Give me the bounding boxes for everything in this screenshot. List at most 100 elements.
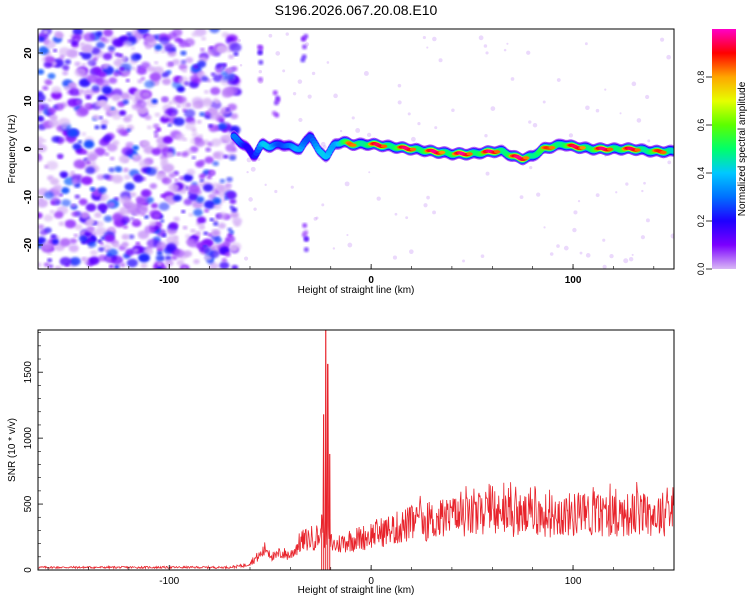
spectrogram-x-ticks: -100 0 100 <box>47 264 655 286</box>
noise-blob <box>300 57 306 63</box>
noise-blob <box>152 123 160 129</box>
colorbar-tick-label: 0.4 <box>696 167 706 180</box>
ridge-segment <box>579 146 586 150</box>
noise-blob <box>229 205 234 209</box>
noise-blob <box>101 63 109 70</box>
noise-blob <box>532 122 538 128</box>
spectrogram-y-tick-label: -20 <box>23 237 34 252</box>
noise-blob <box>257 50 263 56</box>
noise-blob <box>394 212 398 216</box>
noise-blob <box>577 200 581 203</box>
noise-blob <box>451 108 455 112</box>
ridge-segment <box>548 146 556 150</box>
noise-blob <box>85 203 97 212</box>
noise-blob <box>81 132 87 136</box>
noise-blob <box>90 249 98 256</box>
noise-blob <box>326 61 330 64</box>
noise-blob <box>71 40 78 46</box>
noise-blob <box>166 151 174 158</box>
noise-blob <box>58 221 65 227</box>
noise-blob <box>225 182 232 188</box>
noise-blob <box>645 218 650 223</box>
noise-blob <box>131 66 137 71</box>
noise-blob <box>133 174 144 183</box>
noise-blob <box>144 34 155 43</box>
noise-blob <box>75 107 89 117</box>
noise-blob <box>111 174 124 184</box>
noise-blob <box>615 191 618 194</box>
colorbar-label: Normalized spectral amplitude <box>737 81 748 216</box>
noise-blob <box>167 32 177 40</box>
noise-blob <box>595 108 600 113</box>
noise-blob <box>438 58 443 63</box>
noise-blob <box>146 167 157 176</box>
noise-blob <box>147 65 156 72</box>
noise-blob <box>485 171 490 176</box>
noise-blob <box>628 256 634 262</box>
noise-blob <box>97 70 107 79</box>
noise-blob <box>91 84 101 92</box>
noise-blob <box>68 244 79 253</box>
noise-blob <box>71 211 78 217</box>
noise-blob <box>94 125 100 130</box>
noise-blob <box>191 131 198 137</box>
noise-blob <box>290 185 294 189</box>
noise-blob <box>185 238 195 246</box>
noise-blob <box>97 78 110 88</box>
noise-blob <box>174 178 179 182</box>
noise-blob <box>144 80 155 89</box>
noise-blob <box>210 246 216 251</box>
noise-blob <box>100 196 106 202</box>
noise-blob <box>609 253 614 259</box>
noise-blob <box>78 198 88 206</box>
noise-blob <box>67 82 75 88</box>
noise-blob <box>194 231 202 236</box>
ridge-segment <box>669 148 674 154</box>
noise-blob <box>250 166 256 172</box>
noise-blob <box>392 255 398 260</box>
noise-blob <box>156 265 163 269</box>
snr-y-label: SNR (10 * v/v) <box>7 418 18 482</box>
noise-blob <box>275 51 281 56</box>
noise-blob <box>274 189 278 194</box>
noise-blob <box>667 160 672 165</box>
noise-blob <box>153 130 159 135</box>
noise-blob <box>202 99 213 107</box>
noise-blob <box>110 106 115 111</box>
noise-blob <box>156 241 167 250</box>
snr-panel: -100 0 100 0 500 1000 1500 Height of straight… <box>7 329 675 596</box>
noise-blob <box>145 44 152 50</box>
noise-blob <box>39 197 43 201</box>
spectrogram-x-tick-label: 100 <box>565 275 582 286</box>
noise-blob <box>79 42 86 47</box>
noise-blob <box>150 202 158 209</box>
noise-blob <box>108 77 118 84</box>
noise-blob <box>229 198 237 205</box>
noise-blob <box>144 114 152 121</box>
noise-blob <box>193 259 200 265</box>
noise-blob <box>77 140 83 144</box>
noise-blob <box>146 125 152 130</box>
noise-blob <box>166 61 175 68</box>
noise-blob <box>126 31 133 37</box>
noise-blob <box>224 238 231 243</box>
noise-blob <box>85 218 96 226</box>
noise-blob <box>102 173 110 180</box>
noise-blob <box>122 167 129 173</box>
noise-blob <box>97 203 109 212</box>
noise-blob <box>113 71 120 77</box>
noise-blob <box>376 196 381 201</box>
noise-blob <box>113 264 120 269</box>
noise-blob <box>60 187 70 194</box>
noise-blob <box>188 193 199 201</box>
noise-blob <box>43 61 53 69</box>
noise-blob <box>556 78 561 82</box>
noise-blob <box>272 90 278 96</box>
noise-blob <box>100 119 109 126</box>
noise-blob <box>230 211 239 219</box>
noise-blob <box>645 94 650 100</box>
noise-blob <box>41 241 52 250</box>
noise-blob <box>74 224 83 231</box>
noise-blob <box>64 86 70 91</box>
noise-blob <box>229 245 239 252</box>
